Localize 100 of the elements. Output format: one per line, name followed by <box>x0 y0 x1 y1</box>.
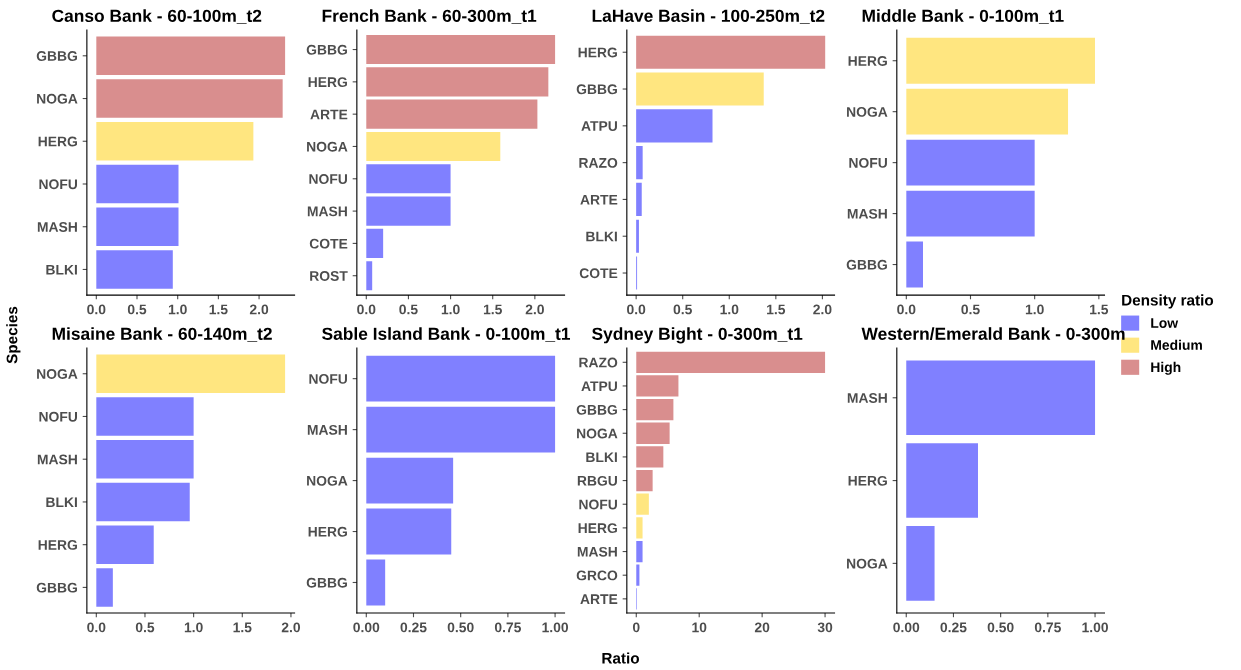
bar <box>906 139 1035 186</box>
bar <box>636 375 679 397</box>
y-tick-label: ROST <box>310 271 348 281</box>
y-tick-label: GBBG <box>306 577 347 588</box>
y-tick-label: MASH <box>847 208 887 219</box>
x-tick-label: 30 <box>817 622 833 633</box>
bar <box>96 36 286 76</box>
bar <box>906 443 978 518</box>
x-tick-label: 1.5 <box>233 622 252 633</box>
chart-title: Middle Bank - 0-100m_t1 <box>862 9 1064 24</box>
chart-title: Western/Emerald Bank - 0-300m <box>861 327 1125 341</box>
y-tick-label: NOGA <box>307 475 348 486</box>
bar <box>636 540 643 563</box>
bar <box>366 261 373 291</box>
y-tick-label: ATPU <box>581 381 617 392</box>
x-tick-label: 1.00 <box>542 622 569 633</box>
y-tick-label: NOGA <box>307 141 348 152</box>
y-tick-label: HERG <box>38 136 77 147</box>
y-tick-label: NOFU <box>849 157 887 168</box>
bar <box>636 469 653 492</box>
x-tick-label: 1.5 <box>1090 304 1109 315</box>
y-tick-label: NOFU <box>309 174 347 184</box>
y-tick-label: MASH <box>307 424 347 435</box>
y-tick-label: RAZO <box>579 357 618 368</box>
chart-title: Sable Island Bank - 0-100m_t1 <box>322 327 571 342</box>
y-tick-label: HERG <box>578 47 617 58</box>
bar <box>636 517 643 539</box>
bar <box>366 355 556 402</box>
bar <box>636 109 713 143</box>
x-tick-label: 1.0 <box>1025 304 1044 315</box>
bar <box>366 406 556 453</box>
y-tick-label: BLKI <box>46 497 77 507</box>
x-tick-label: 2.0 <box>249 304 269 315</box>
bar <box>636 564 640 586</box>
bar <box>636 398 674 421</box>
x-tick-label: 0.00 <box>353 622 380 633</box>
y-tick-label: GRCO <box>576 570 618 581</box>
y-tick-label: HERG <box>848 56 887 66</box>
y-tick-label: COTE <box>309 238 348 249</box>
bar <box>96 207 179 246</box>
x-tick-label: 1.0 <box>184 622 203 633</box>
y-tick-label: HERG <box>38 540 77 550</box>
x-tick-label: 0 <box>632 622 640 633</box>
x-tick-label: 2.0 <box>813 304 832 315</box>
y-tick-label: NOGA <box>37 93 78 104</box>
y-tick-label: MASH <box>577 546 617 557</box>
y-tick-label: BLKI <box>46 264 77 275</box>
x-tick-label: 1.00 <box>1082 622 1108 633</box>
y-tick-label: ARTE <box>310 109 348 120</box>
bar <box>906 241 923 288</box>
y-tick-label: HERG <box>308 526 347 537</box>
chart-title: LaHave Basin - 100-250m_t2 <box>592 9 825 24</box>
chart-title: French Bank - 60-300m_t1 <box>322 9 537 24</box>
x-tick-label: 0.5 <box>127 304 147 315</box>
bar <box>636 422 670 444</box>
x-tick-label: 1.0 <box>720 304 739 315</box>
x-tick-label: 0.5 <box>399 304 418 315</box>
y-tick-label: ATPU <box>581 121 617 131</box>
bar <box>366 559 386 606</box>
y-tick-label: MASH <box>307 206 347 217</box>
x-tick-label: 0.5 <box>673 304 692 315</box>
x-tick-label: 0.75 <box>494 622 522 633</box>
y-tick-label: GBBG <box>306 44 347 55</box>
y-tick-label: ARTE <box>580 194 618 205</box>
legend-title: Density ratio <box>1122 294 1214 309</box>
bar <box>906 190 1035 237</box>
bar <box>906 360 1096 436</box>
bar <box>96 354 286 393</box>
bar <box>96 397 194 436</box>
y-tick-label: GBBG <box>36 582 77 593</box>
x-tick-label: 0.5 <box>135 622 155 633</box>
x-tick-label: 1.0 <box>441 304 460 315</box>
y-tick-label: NOFU <box>579 499 617 510</box>
x-tick-label: 0.25 <box>400 622 427 633</box>
chart-title: Sydney Bight - 0-300m_t1 <box>592 327 803 344</box>
x-tick-label: 0.00 <box>893 622 920 633</box>
y-tick-label: MASH <box>37 222 77 232</box>
bar <box>636 219 639 253</box>
bar <box>366 196 451 226</box>
y-tick-label: NOGA <box>37 369 78 379</box>
x-tick-label: 20 <box>754 622 770 633</box>
bar <box>366 508 452 555</box>
y-tick-label: HERG <box>578 523 617 534</box>
y-tick-label: COTE <box>579 268 618 279</box>
y-tick-label: NOGA <box>847 107 888 117</box>
legend-label: Medium <box>1151 339 1202 350</box>
y-tick-label: GBBG <box>36 51 77 61</box>
bar <box>366 67 549 97</box>
bar <box>366 131 501 162</box>
x-tick-label: 1.0 <box>168 304 187 315</box>
x-tick-label: 0.0 <box>357 304 376 315</box>
bar <box>96 482 190 522</box>
bar <box>636 72 764 106</box>
x-tick-label: 0.50 <box>987 622 1014 633</box>
bar <box>96 164 179 204</box>
bar <box>96 525 154 564</box>
x-tick-label: 1.5 <box>767 304 786 315</box>
y-tick-label: ARTE <box>580 594 618 604</box>
x-tick-label: 1.5 <box>483 304 502 315</box>
bar <box>636 493 649 515</box>
